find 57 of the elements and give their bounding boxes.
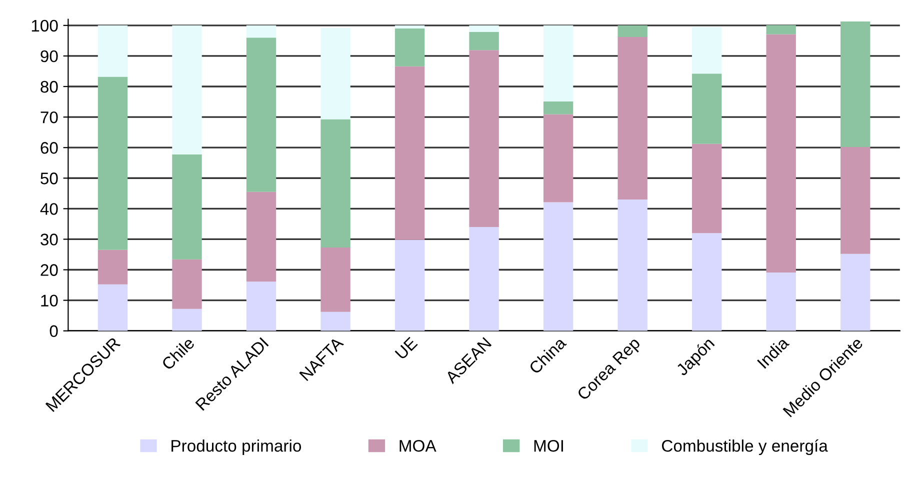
bar bbox=[172, 259, 202, 309]
bar bbox=[320, 312, 350, 331]
bar bbox=[469, 50, 499, 228]
bar bbox=[692, 233, 722, 331]
y-tick-label: 30 bbox=[40, 234, 58, 246]
bar bbox=[840, 254, 870, 331]
bar bbox=[618, 25, 648, 38]
y-tick-label: 100 bbox=[32, 20, 58, 32]
bar bbox=[172, 25, 202, 154]
y-tick-label: 0 bbox=[50, 325, 58, 338]
bar bbox=[692, 144, 722, 234]
bar bbox=[469, 227, 499, 331]
y-tick-label: 50 bbox=[40, 172, 58, 184]
bar bbox=[320, 247, 350, 312]
legend-label: Combustible y energía bbox=[662, 439, 828, 456]
legend-label: Producto primario bbox=[172, 440, 302, 456]
bar bbox=[692, 74, 722, 144]
bar bbox=[394, 66, 425, 240]
bar bbox=[543, 202, 574, 331]
bar bbox=[98, 250, 128, 284]
y-tick-label: 90 bbox=[40, 50, 58, 62]
bar bbox=[246, 282, 276, 331]
bar bbox=[543, 114, 574, 202]
bar bbox=[246, 192, 276, 282]
bar bbox=[543, 101, 574, 114]
legend-label: MOA bbox=[400, 440, 436, 452]
bar bbox=[840, 146, 870, 254]
bar bbox=[394, 240, 425, 331]
legend-label: MOI bbox=[534, 440, 563, 452]
bar bbox=[394, 28, 425, 66]
bar bbox=[469, 25, 499, 32]
bar bbox=[543, 25, 574, 102]
bar bbox=[469, 32, 499, 50]
bar bbox=[840, 21, 870, 147]
y-tick-label: 70 bbox=[40, 111, 58, 124]
bar bbox=[246, 38, 276, 192]
bar bbox=[618, 200, 648, 331]
bar bbox=[172, 308, 202, 331]
y-tick-label: 60 bbox=[40, 142, 58, 154]
bar bbox=[692, 26, 722, 74]
bar bbox=[98, 76, 128, 250]
bar bbox=[98, 25, 128, 77]
bar bbox=[246, 25, 276, 38]
bar bbox=[98, 284, 128, 331]
x-tick-label: UE bbox=[394, 336, 418, 360]
bar bbox=[172, 154, 202, 260]
y-tick-label: 40 bbox=[40, 203, 58, 215]
bar bbox=[766, 25, 796, 34]
y-tick-label: 10 bbox=[41, 294, 58, 307]
bar bbox=[394, 25, 425, 28]
bar bbox=[320, 119, 350, 248]
bar bbox=[618, 37, 648, 200]
y-tick-label: 20 bbox=[40, 264, 58, 276]
bar bbox=[766, 272, 796, 331]
bar bbox=[766, 34, 796, 273]
bar bbox=[320, 28, 350, 120]
y-tick-label: 80 bbox=[40, 80, 58, 93]
